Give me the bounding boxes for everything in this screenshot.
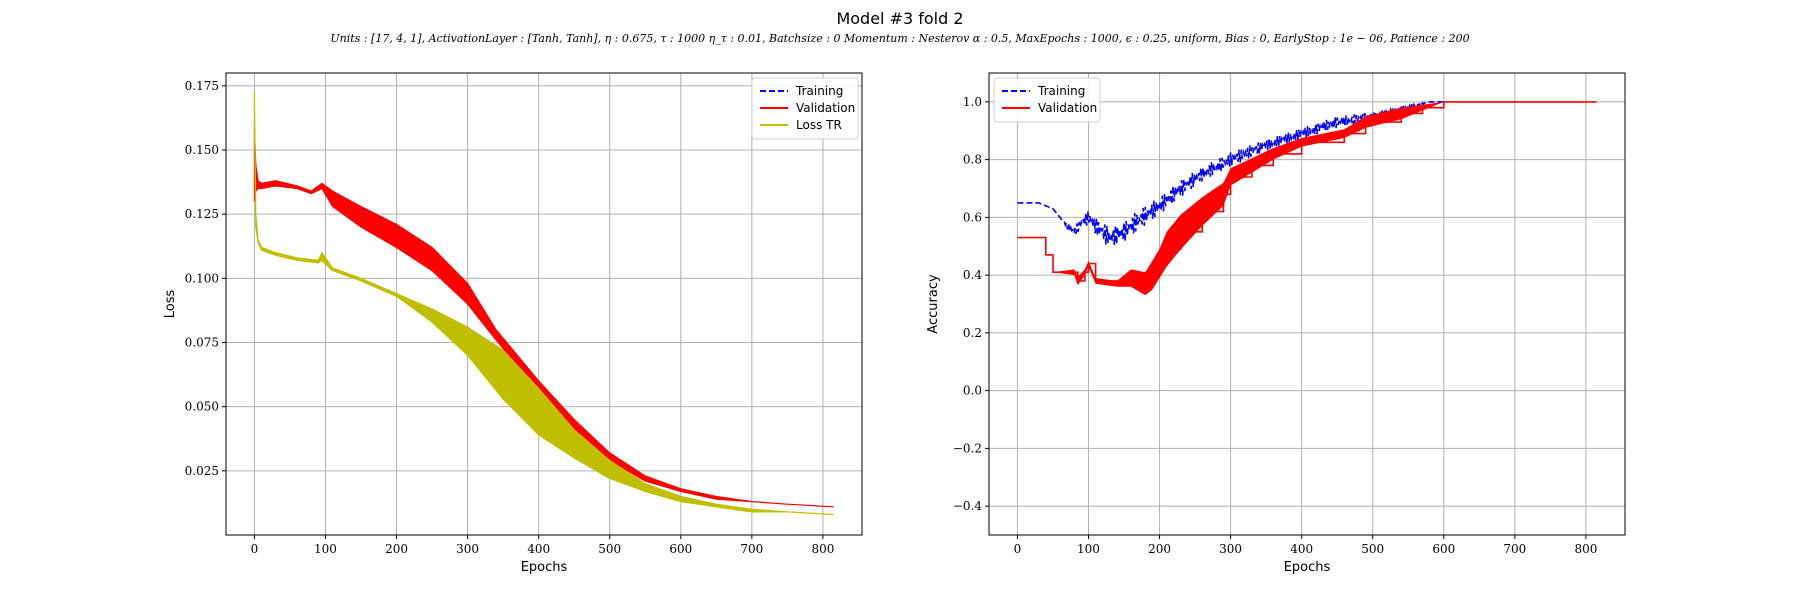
legend-box: [751, 77, 859, 140]
validation-line: [1017, 101, 1597, 285]
y-tick-label: 0.050: [185, 400, 219, 414]
y-tick-label: 0.075: [185, 336, 219, 350]
y-tick-label: 0.2: [963, 326, 982, 340]
x-tick-label: 200: [385, 542, 408, 556]
x-tick-label: 100: [1077, 542, 1100, 556]
x-tick-label: 400: [527, 542, 550, 556]
x-tick-label: 300: [456, 542, 479, 556]
y-tick-label: 0.100: [185, 271, 219, 285]
x-tick-label: 600: [1432, 542, 1455, 556]
x-tick-label: 200: [1148, 542, 1171, 556]
x-tick-label: 700: [1503, 542, 1526, 556]
y-tick-label: −0.2: [953, 441, 982, 455]
legend-label: Validation: [796, 101, 855, 115]
x-tick-label: 600: [669, 542, 692, 556]
x-tick-label: 700: [740, 542, 763, 556]
accuracy-chart: 0 100 200 300 400 500 600 700 800 −0.4 −0.2 0.0 0.2 0…: [926, 72, 1626, 575]
figure-subtitle: Units : [17, 4, 1], ActivationLayer : [T…: [330, 32, 1469, 45]
legend: Training Validation Loss TR: [751, 77, 859, 140]
legend-label: Training: [795, 84, 843, 98]
y-axis-label: Accuracy: [926, 274, 941, 334]
legend-label: Validation: [1038, 101, 1097, 115]
x-tick-label: 300: [1219, 542, 1242, 556]
y-tick-label: 0.175: [185, 79, 219, 93]
y-tick-label: 0.025: [185, 464, 219, 478]
y-tick-label: 0.8: [963, 153, 982, 167]
x-axis-label: Epochs: [521, 560, 568, 575]
legend-label: Training: [1037, 84, 1085, 98]
y-tick-label: −0.4: [953, 499, 983, 513]
y-tick-label: 1.0: [963, 95, 982, 109]
plot-frame: [225, 72, 863, 536]
x-tick-label: 0: [251, 542, 259, 556]
x-axis-label: Epochs: [1284, 560, 1331, 575]
plot-frame: [988, 72, 1626, 536]
figure-title: Model #3 fold 2: [836, 9, 963, 28]
y-axis-label: Loss: [163, 290, 178, 319]
legend-label: Loss TR: [796, 118, 842, 132]
x-tick-label: 500: [1361, 542, 1384, 556]
x-tick-label: 500: [598, 542, 621, 556]
y-tick-label: 0.125: [185, 207, 219, 221]
loss-chart: 0 100 200 300 400 500 600 700 800 0.025 0.050 0.075…: [163, 72, 863, 575]
y-tick-label: 0.150: [185, 143, 219, 157]
legend: Training Validation: [993, 77, 1101, 123]
x-tick-label: 100: [314, 542, 337, 556]
y-tick-label: 0.6: [963, 210, 982, 224]
validation-band: [253, 129, 834, 508]
loss-tr-band: [253, 90, 834, 516]
legend-box: [993, 77, 1101, 123]
x-tick-label: 800: [1574, 542, 1597, 556]
x-tick-label: 800: [811, 542, 834, 556]
y-tick-label: 0.4: [963, 268, 982, 282]
x-tick-label: 0: [1014, 542, 1022, 556]
y-tick-label: 0.0: [963, 384, 982, 398]
validation-band: [1017, 101, 1597, 296]
x-tick-label: 400: [1290, 542, 1313, 556]
